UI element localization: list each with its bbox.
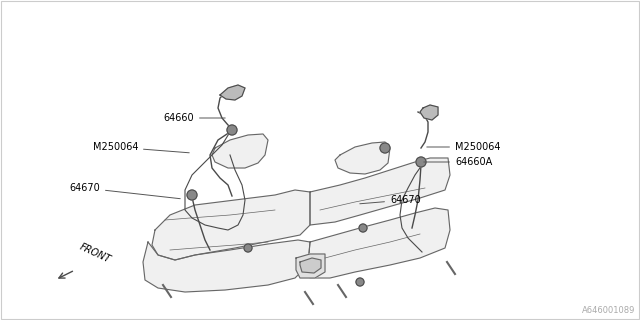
Circle shape: [356, 278, 364, 286]
Text: 64660A: 64660A: [424, 157, 492, 167]
Circle shape: [416, 157, 426, 167]
Polygon shape: [308, 208, 450, 278]
Polygon shape: [300, 258, 321, 273]
Circle shape: [244, 244, 252, 252]
Polygon shape: [220, 85, 245, 100]
Polygon shape: [212, 134, 268, 168]
Polygon shape: [420, 105, 438, 120]
Polygon shape: [335, 142, 390, 174]
Text: A646001089: A646001089: [582, 306, 635, 315]
Circle shape: [380, 143, 390, 153]
Text: 64660: 64660: [163, 113, 225, 123]
Text: 64670: 64670: [69, 183, 180, 199]
Text: M250064: M250064: [93, 142, 189, 153]
Polygon shape: [152, 190, 310, 260]
Polygon shape: [296, 254, 325, 278]
Text: 64670: 64670: [360, 195, 420, 205]
Polygon shape: [310, 158, 450, 225]
Circle shape: [187, 190, 197, 200]
Text: M250064: M250064: [427, 142, 500, 152]
Circle shape: [359, 224, 367, 232]
Circle shape: [227, 125, 237, 135]
Polygon shape: [143, 240, 310, 292]
Text: FRONT: FRONT: [78, 242, 113, 265]
